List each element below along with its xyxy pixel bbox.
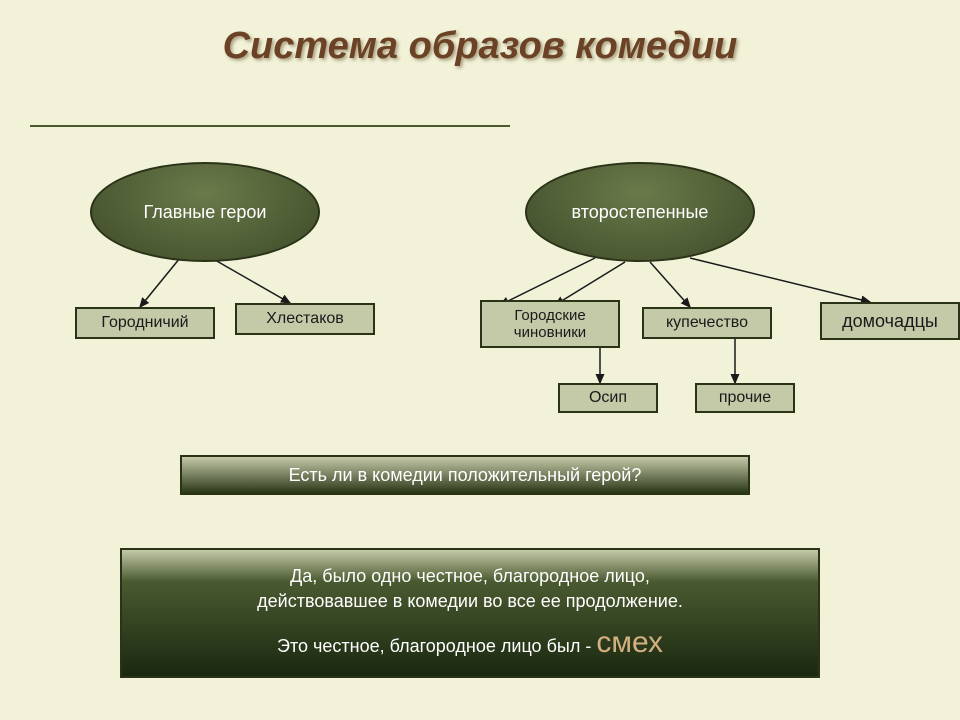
- question-text: Есть ли в комедии положительный герой?: [289, 465, 642, 486]
- answer-line3: Это честное, благородное лицо был - смех: [277, 626, 663, 660]
- ellipse-main-heroes: Главные герои: [90, 162, 320, 262]
- box-merchants: купечество: [642, 307, 772, 339]
- box-officials: Городские чиновники: [480, 300, 620, 348]
- question-box: Есть ли в комедии положительный герой?: [180, 455, 750, 495]
- ellipse-secondary: второстепенные: [525, 162, 755, 262]
- box-gorodnichy: Городничий: [75, 307, 215, 339]
- answer-line1: Да, было одно честное, благородное лицо,: [290, 566, 650, 587]
- answer-line3-prefix: Это честное, благородное лицо был -: [277, 636, 596, 656]
- answer-emphasis: смех: [596, 626, 663, 659]
- box-khlestakov: Хлестаков: [235, 303, 375, 335]
- answer-line2: действовавшее в комедии во все ее продол…: [257, 591, 683, 612]
- answer-box: Да, было одно честное, благородное лицо,…: [120, 548, 820, 678]
- slide-title: Система образов комедии: [0, 0, 960, 68]
- divider-line: [30, 125, 510, 127]
- box-household: домочадцы: [820, 302, 960, 340]
- slide-container: Система образов комедии Главные герои вто…: [0, 0, 960, 720]
- box-osip: Осип: [558, 383, 658, 413]
- box-others: прочие: [695, 383, 795, 413]
